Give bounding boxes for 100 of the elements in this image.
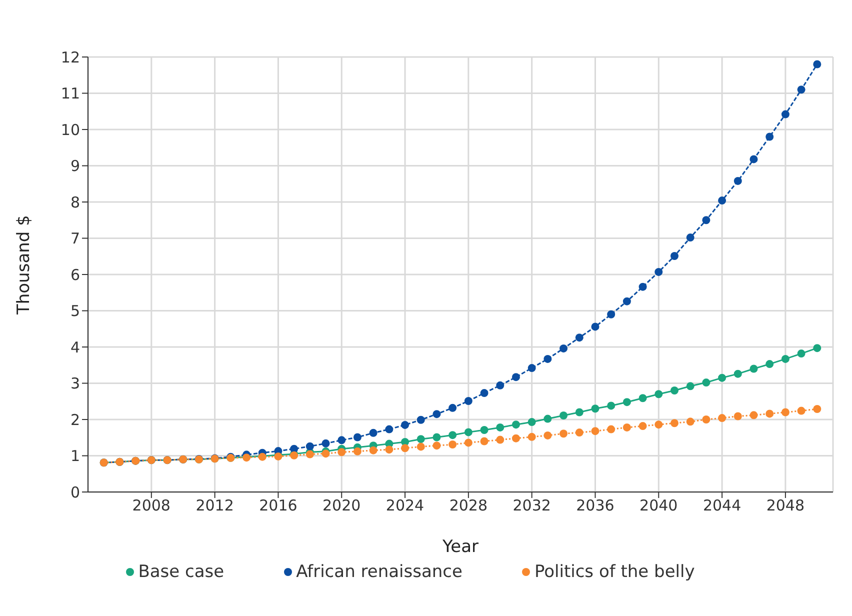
y-tick-label: 4 [70, 338, 80, 356]
point [353, 447, 362, 456]
point [464, 397, 472, 406]
point [338, 448, 346, 456]
point [480, 426, 488, 434]
point [512, 434, 520, 442]
point [766, 360, 774, 368]
point [544, 431, 552, 440]
point [702, 378, 710, 387]
point [322, 450, 330, 458]
point [385, 446, 394, 454]
point [432, 433, 441, 442]
x-tick-label: 2048 [766, 496, 805, 515]
x-tick-label: 2016 [259, 496, 298, 515]
point [638, 282, 647, 291]
point [607, 402, 616, 410]
y-tick-label: 3 [70, 374, 80, 393]
y-tick-label: 6 [70, 266, 80, 284]
point [670, 419, 678, 428]
point [416, 435, 425, 444]
point [622, 398, 631, 406]
y-tick-label: 2 [70, 410, 80, 429]
point [560, 412, 568, 420]
point [718, 414, 726, 422]
y-tick-label: 5 [70, 302, 80, 320]
point [338, 436, 346, 444]
point [781, 110, 790, 118]
point [448, 440, 457, 449]
x-tick-label: 2024 [386, 496, 424, 515]
point [686, 382, 694, 390]
point [416, 416, 425, 424]
point [401, 420, 410, 429]
point [432, 442, 441, 450]
point [496, 436, 504, 444]
y-tick-label: 10 [60, 120, 80, 139]
point [813, 404, 822, 413]
point [496, 381, 504, 390]
point [734, 176, 742, 185]
point [544, 414, 552, 423]
point [750, 411, 758, 420]
y-tick-label: 12 [60, 48, 80, 66]
point [766, 132, 774, 141]
point [290, 444, 298, 453]
point [813, 60, 822, 68]
legend-label: Politics of the belly [534, 562, 695, 582]
point [813, 344, 822, 352]
point [686, 418, 694, 426]
point [560, 430, 568, 438]
x-tick-label: 2044 [702, 496, 742, 515]
x-tick-label: 2020 [322, 496, 361, 515]
point [322, 439, 330, 448]
point [781, 354, 790, 363]
x-tick-label: 2032 [512, 496, 551, 515]
x-tick-label: 2040 [640, 496, 678, 515]
point [670, 386, 678, 394]
point [797, 86, 806, 94]
x-tick-label: 2036 [576, 496, 614, 515]
point [766, 410, 774, 418]
point [607, 425, 616, 434]
point [480, 389, 488, 398]
point [734, 412, 742, 420]
point [416, 442, 425, 451]
legend-label: African renaissance [296, 562, 462, 582]
legend-label: Base case [138, 562, 224, 582]
point [638, 422, 647, 430]
point [591, 404, 600, 413]
point [702, 216, 710, 224]
point [528, 432, 536, 441]
point [464, 428, 472, 436]
point [607, 310, 616, 318]
point [750, 364, 758, 373]
point [591, 427, 600, 436]
point [353, 433, 362, 442]
point [654, 390, 663, 398]
y-tick-label: 8 [70, 193, 80, 212]
point [622, 297, 631, 306]
point [464, 438, 472, 447]
point [528, 364, 536, 372]
point [401, 444, 410, 452]
x-tick-label: 2008 [132, 496, 170, 515]
y-tick-label: 1 [70, 447, 80, 466]
point [622, 423, 631, 432]
point [718, 374, 726, 382]
point [496, 423, 504, 432]
point [781, 408, 790, 416]
point [480, 437, 488, 446]
y-tick-label: 0 [70, 483, 80, 502]
point [306, 442, 314, 450]
point [718, 196, 726, 205]
point [654, 268, 663, 276]
point [560, 344, 568, 352]
point [575, 334, 584, 342]
point [575, 428, 584, 437]
y-axis-title: Thousand $ [14, 215, 34, 316]
point [750, 155, 758, 164]
point [734, 370, 742, 378]
point [448, 404, 457, 412]
y-tick-label: 7 [70, 230, 80, 248]
point [670, 252, 678, 260]
y-tick-label: 11 [60, 84, 80, 103]
